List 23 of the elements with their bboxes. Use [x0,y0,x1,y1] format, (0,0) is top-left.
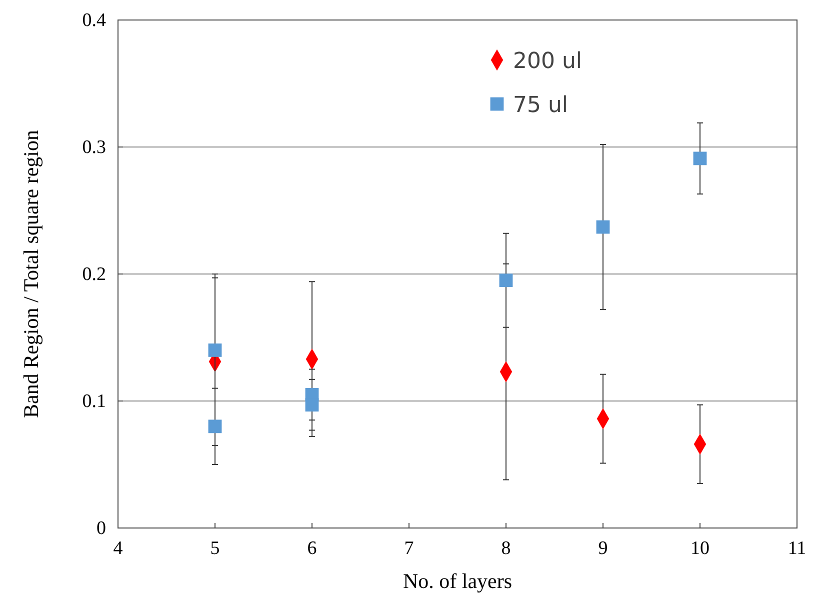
point [305,398,319,412]
x-tick-label: 9 [598,538,608,559]
y-tick-label: 0.1 [82,391,106,412]
point [693,152,707,166]
y-tick-label: 0.2 [82,264,106,285]
x-tick-label: 10 [690,538,710,559]
x-tick-label: 7 [404,538,414,559]
x-tick-label: 5 [210,538,220,559]
point [596,220,610,234]
legend-label: 200 ul [513,49,582,74]
y-axis-title: Band Region / Total square region [19,130,43,418]
y-tick-label: 0.3 [82,137,106,158]
point [499,274,513,288]
x-tick-label: 11 [788,538,806,559]
x-tick-label: 8 [501,538,511,559]
y-tick-label: 0.4 [82,10,106,31]
point [208,343,222,357]
point [208,420,222,434]
x-tick-label: 6 [307,538,317,559]
legend-label: 75 ul [513,93,568,118]
x-tick-label: 4 [113,538,124,559]
y-tick-label: 0 [96,518,106,539]
x-axis-title: No. of layers [402,569,512,593]
